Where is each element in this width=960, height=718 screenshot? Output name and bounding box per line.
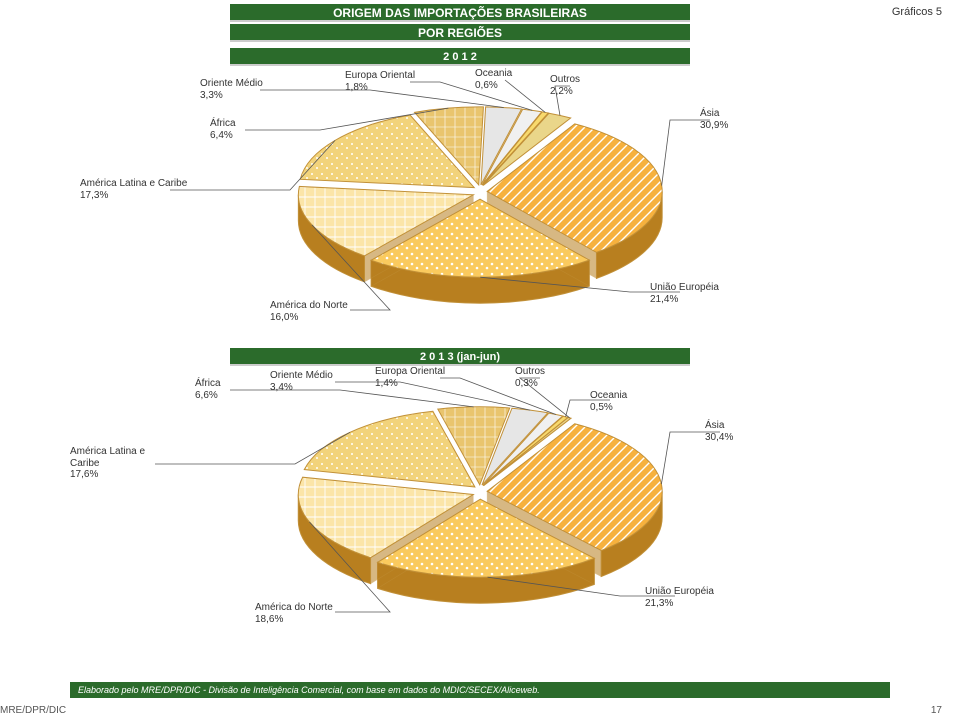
callout-outros: Outros2,2%	[550, 74, 580, 97]
callout-anorte: América do Norte16,0%	[270, 300, 348, 323]
callout-eoriental: Europa Oriental1,8%	[345, 70, 415, 93]
callout-anorte: América do Norte18,6%	[255, 602, 333, 625]
callout-omedio: Oriente Médio3,4%	[270, 370, 333, 393]
callout-africa: África6,4%	[210, 118, 236, 141]
callout-omedio: Oriente Médio3,3%	[200, 78, 263, 101]
callout-asia: Ásia30,9%	[700, 108, 728, 131]
callout-amlatina: América Latina eCaribe17,6%	[70, 446, 145, 481]
callout-ue: União Européia21,4%	[650, 282, 719, 305]
pie-chart-2012: Ásia30,9% União Européia21,4% América do N…	[110, 72, 850, 332]
title-line-1: ORIGEM DAS IMPORTAÇÕES BRASILEIRAS	[230, 4, 690, 22]
year-2012-band: 2 0 1 2	[230, 48, 690, 66]
callout-outros: Outros0,3%	[515, 366, 545, 389]
pie-chart-2013: Ásia30,4% União Européia21,3% América do N…	[110, 372, 850, 632]
callout-asia: Ásia30,4%	[705, 420, 733, 443]
title-line-2: POR REGIÕES	[230, 24, 690, 42]
corner-source-code: MRE/DPR/DIC	[0, 705, 66, 716]
callout-amlatina: América Latina e Caribe17,3%	[80, 178, 187, 201]
callout-ue: União Européia21,3%	[645, 586, 714, 609]
page-header-label: Gráficos 5	[892, 6, 942, 18]
footer-source-note: Elaborado pelo MRE/DPR/DIC - Divisão de …	[70, 682, 890, 698]
corner-page-number: 17	[931, 705, 942, 716]
callout-africa: África6,6%	[195, 378, 221, 401]
year-2013-band: 2 0 1 3 (jan-jun)	[230, 348, 690, 366]
callout-eoriental: Europa Oriental1,4%	[375, 366, 445, 389]
callout-oceania: Oceania0,5%	[590, 390, 627, 413]
callout-oceania: Oceania0,6%	[475, 68, 512, 91]
